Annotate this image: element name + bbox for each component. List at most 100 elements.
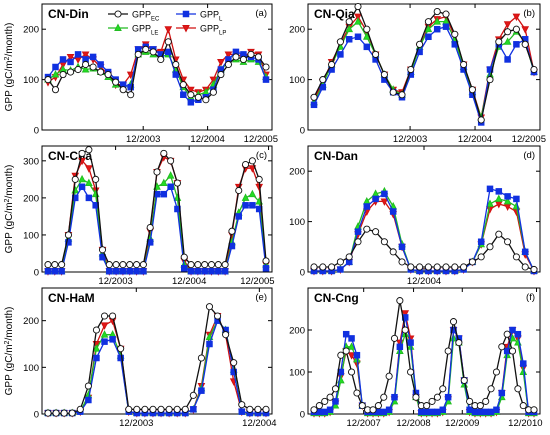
data-point (187, 99, 195, 106)
data-point (439, 385, 447, 393)
data-point (248, 165, 257, 173)
data-point (119, 86, 127, 94)
data-point (44, 409, 52, 417)
data-point (52, 409, 60, 417)
data-point (201, 261, 209, 269)
data-point (514, 330, 522, 338)
data-point (348, 335, 355, 342)
data-point (493, 406, 500, 414)
data-point (363, 203, 371, 210)
y-tick-label: 0 (34, 126, 39, 137)
data-point (354, 228, 362, 235)
data-point (433, 263, 441, 271)
data-point (101, 338, 108, 345)
x-tick-label: 12/2004 (458, 134, 492, 145)
panel-cn-cng: 0 100 200 12/2007 12/2008 12/2009 12/2010 CN-Cn… (289, 287, 543, 429)
data-point (521, 40, 529, 48)
data-point (337, 351, 345, 359)
data-point (372, 195, 379, 203)
data-point (164, 26, 173, 34)
data-point (342, 347, 350, 355)
series-gpp-le (44, 316, 270, 417)
y-tick-label: 0 (34, 410, 39, 421)
data-point (172, 71, 180, 78)
data-point (337, 51, 344, 58)
data-point (423, 408, 430, 416)
data-point (65, 239, 72, 246)
data-point (208, 268, 215, 275)
x-tick-label: 12/2003 (126, 134, 160, 145)
data-point (209, 88, 217, 96)
data-point (100, 322, 109, 330)
data-point (186, 86, 195, 95)
data-point (167, 183, 174, 191)
data-point (112, 261, 120, 269)
data-point (468, 258, 476, 266)
plot-frame (307, 3, 541, 131)
data-point (146, 223, 154, 232)
data-point (58, 268, 65, 275)
data-point (67, 68, 75, 76)
data-point (428, 397, 436, 405)
y-tick-label: 0 (300, 268, 305, 279)
data-point (255, 175, 263, 183)
data-point (187, 261, 195, 269)
data-point (140, 268, 147, 275)
data-point (513, 41, 520, 48)
data-point (503, 203, 512, 211)
data-point (51, 268, 59, 275)
data-point (477, 238, 485, 246)
data-point (68, 409, 76, 417)
data-point (418, 408, 425, 416)
x-tick-label: 12/2004 (242, 418, 276, 429)
data-point (407, 263, 415, 271)
data-point (492, 368, 500, 376)
data-point (372, 228, 380, 236)
data-point (342, 330, 350, 338)
data-point (67, 58, 74, 66)
data-point (512, 13, 521, 22)
data-point (89, 63, 97, 71)
data-point (466, 397, 474, 405)
data-point (59, 56, 67, 63)
data-point (385, 372, 393, 380)
data-point (60, 409, 68, 417)
data-point (503, 37, 512, 45)
panel-letter: (d) (523, 150, 535, 161)
data-point (230, 359, 238, 367)
data-point (504, 28, 512, 36)
data-point (423, 402, 431, 410)
data-point (451, 30, 459, 38)
y-tick-label: 300 (23, 156, 39, 167)
data-point (181, 405, 189, 413)
data-point (358, 402, 366, 410)
series-gpp-ec (44, 38, 270, 104)
plot-frame (41, 287, 273, 415)
data-point (133, 405, 141, 413)
data-point (235, 213, 242, 220)
data-point (78, 174, 86, 183)
data-point (262, 265, 270, 272)
series-gpp-l (44, 183, 270, 275)
data-point (109, 312, 117, 320)
data-point (519, 367, 528, 375)
data-point (241, 193, 250, 201)
data-point (476, 402, 484, 410)
data-point (157, 405, 165, 413)
data-point (407, 65, 415, 74)
data-point (380, 238, 388, 246)
data-point (117, 354, 124, 362)
data-point (407, 339, 414, 346)
panel-letter: (a) (255, 8, 267, 19)
data-point (59, 71, 67, 79)
panel-cn-din: 0 100 200 12/2003 12/2004 12/2005 CN-Din (a) (23, 3, 278, 145)
data-point (89, 53, 97, 61)
data-point (513, 195, 520, 203)
data-point (180, 253, 188, 261)
data-point (153, 168, 161, 176)
plot-frame (41, 145, 273, 273)
data-point (92, 344, 101, 352)
data-point (455, 339, 463, 347)
data-point (503, 196, 512, 205)
data-point (117, 345, 125, 353)
